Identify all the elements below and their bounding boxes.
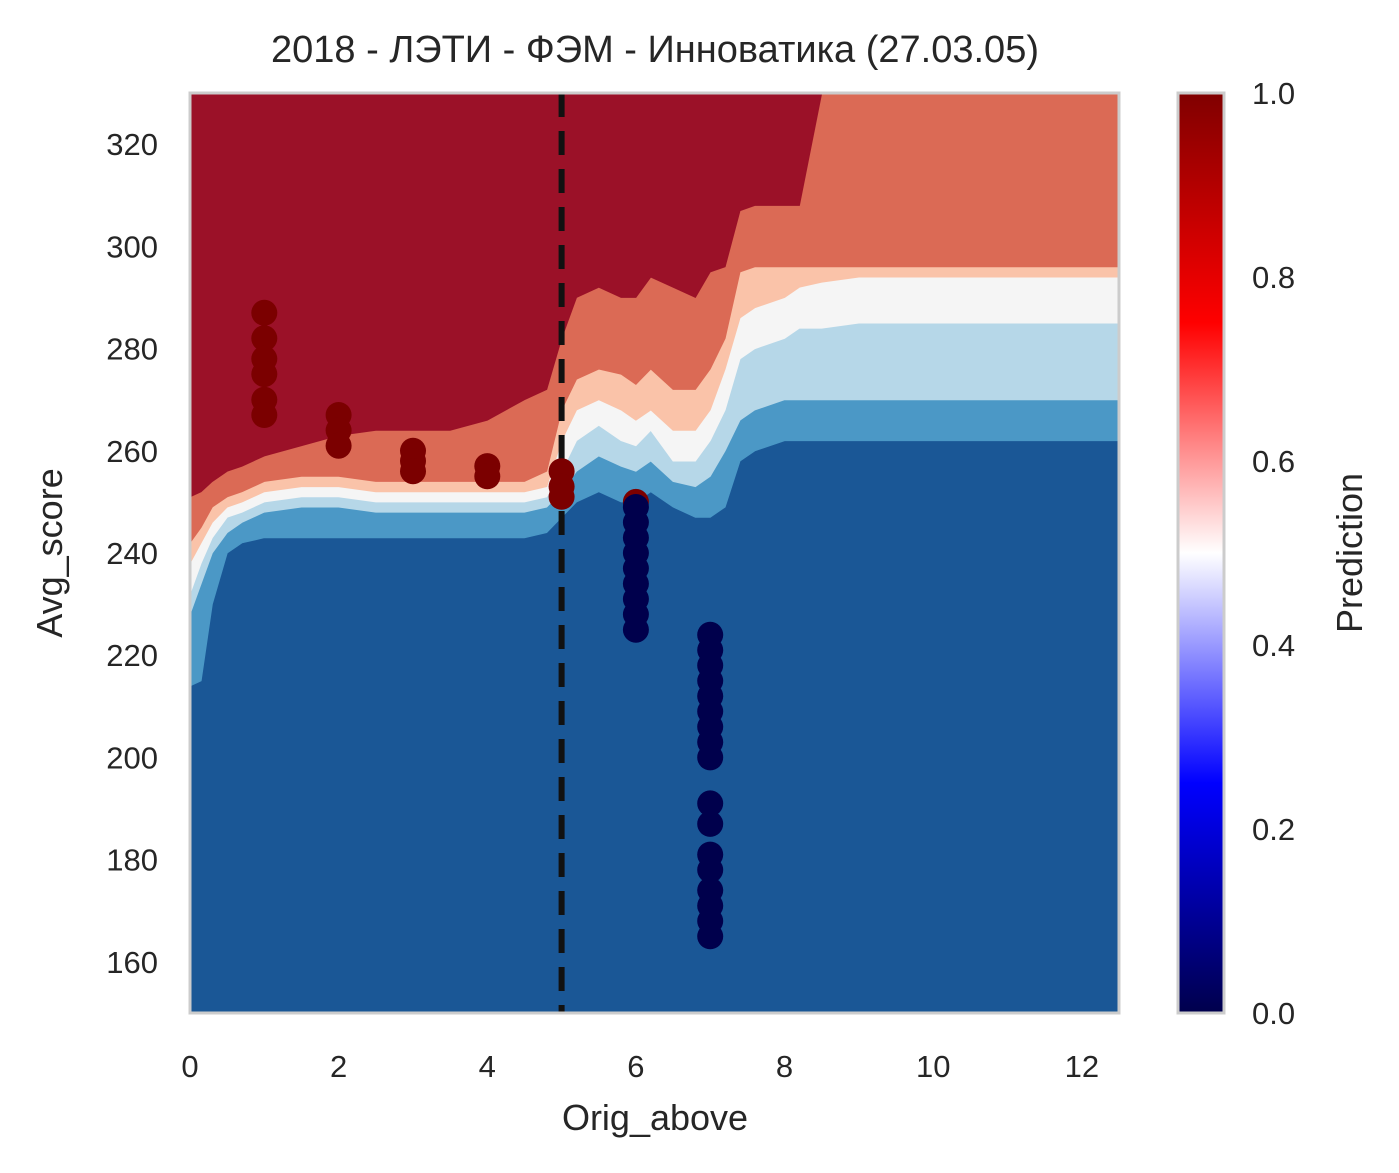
contour-fill: [190, 93, 1119, 1013]
scatter-point: [697, 856, 724, 883]
scatter-point: [548, 483, 575, 510]
colorbar-tick-label: 0.0: [1252, 996, 1295, 1031]
y-tick-label: 280: [106, 332, 158, 367]
scatter-point: [697, 810, 724, 837]
x-tick-label: 6: [627, 1049, 644, 1084]
x-tick-label: 8: [776, 1049, 793, 1084]
x-tick-label: 10: [916, 1049, 950, 1084]
y-tick-label: 200: [106, 740, 158, 775]
colorbar-tick-label: 0.6: [1252, 444, 1295, 479]
scatter-point: [474, 463, 501, 490]
colorbar-tick-label: 0.4: [1252, 628, 1295, 663]
scatter-point: [251, 299, 278, 326]
x-tick-label: 2: [330, 1049, 347, 1084]
chart-title: 2018 - ЛЭТИ - ФЭМ - Инноватика (27.03.05…: [271, 29, 1039, 71]
plot-area: [188, 91, 1121, 1015]
y-axis-label: Avg_score: [29, 468, 70, 637]
x-axis-ticks: 0 2 4 6 8 10 12: [181, 1049, 1099, 1084]
colorbar-gradient: [1176, 91, 1226, 1015]
scatter-point: [622, 616, 649, 643]
scatter-point: [400, 458, 426, 485]
colorbar-label: Prediction: [1329, 473, 1370, 633]
x-tick-label: 4: [479, 1049, 496, 1084]
x-axis-label: Orig_above: [562, 1097, 748, 1138]
scatter-point: [251, 402, 278, 428]
y-tick-label: 320: [106, 127, 158, 162]
y-tick-label: 180: [106, 843, 158, 878]
y-tick-label: 300: [106, 229, 158, 264]
y-tick-label: 220: [106, 638, 158, 673]
y-tick-label: 160: [106, 945, 158, 980]
x-tick-label: 12: [1065, 1049, 1099, 1084]
contour-band: [190, 93, 1119, 498]
scatter-point: [251, 325, 278, 352]
scatter-point: [697, 744, 724, 771]
scatter-point: [325, 432, 352, 459]
plot-frame: [188, 91, 1121, 1015]
scatter-point: [697, 923, 724, 950]
y-tick-label: 260: [106, 434, 158, 469]
colorbar-tick-label: 1.0: [1252, 76, 1295, 111]
colorbar-tick-label: 0.8: [1252, 260, 1295, 295]
scatter-point: [697, 790, 724, 817]
x-tick-label: 0: [181, 1049, 198, 1084]
y-axis-ticks: 160 180 200 220 240 260 280 300 320: [106, 127, 158, 980]
scatter-points: [251, 299, 724, 950]
colorbar: 0.0 0.2 0.4 0.6 0.8 1.0 Prediction: [1176, 76, 1370, 1031]
scatter-point: [251, 361, 278, 388]
colorbar-tick-label: 0.2: [1252, 812, 1295, 847]
y-tick-label: 240: [106, 536, 158, 571]
colorbar-ticks: 0.0 0.2 0.4 0.6 0.8 1.0: [1252, 76, 1295, 1031]
